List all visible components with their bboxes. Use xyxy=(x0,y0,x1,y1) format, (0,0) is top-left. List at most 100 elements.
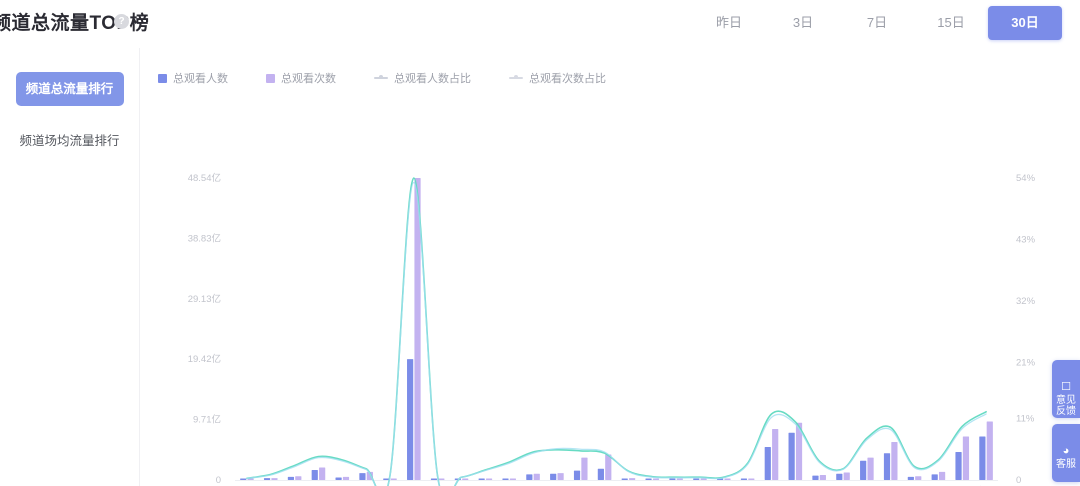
bar-total-views[interactable] xyxy=(509,478,517,481)
legend-item-total-viewers[interactable]: 总观看人数 xyxy=(158,70,228,86)
headset-icon: ◕ xyxy=(1062,445,1070,457)
page-header: 频道总流量TOP榜 ? 昨日 3日 7日 15日 30日 xyxy=(0,0,1080,48)
range-tab-7d[interactable]: 7日 xyxy=(866,15,888,30)
bar-total-viewers[interactable] xyxy=(860,460,867,480)
y-axis-left-tick: 9.71亿 xyxy=(193,414,221,426)
bar-total-viewers[interactable] xyxy=(359,473,366,480)
bar-total-viewers[interactable] xyxy=(478,478,485,481)
bar-total-views[interactable] xyxy=(843,472,850,480)
chart-panel: 总观看人数 总观看次数 总观看人数占比 总观看次数占比 0 9.71亿 19.42亿… xyxy=(140,48,1080,486)
bar-total-viewers[interactable] xyxy=(287,476,295,480)
bar-total-views[interactable] xyxy=(319,467,326,480)
bar-total-viewers[interactable] xyxy=(573,470,581,480)
bar-total-views[interactable] xyxy=(795,422,803,480)
bar-total-viewers[interactable] xyxy=(979,436,986,480)
bar-total-views[interactable] xyxy=(915,476,922,480)
bar-total-views[interactable] xyxy=(962,436,970,480)
bar-total-viewers[interactable] xyxy=(693,478,700,481)
bar-total-views[interactable] xyxy=(748,478,755,481)
bar-total-viewers[interactable] xyxy=(240,478,247,481)
bar-total-viewers[interactable] xyxy=(621,478,628,481)
bar-total-views[interactable] xyxy=(605,454,612,480)
question-mark-circle-icon[interactable]: ? xyxy=(114,14,129,29)
y-axis-right-tick: 0 xyxy=(1016,475,1021,486)
sidebar-item-total-traffic[interactable]: 频道总流量排行 xyxy=(15,72,124,106)
bar-total-views[interactable] xyxy=(557,473,564,480)
y-axis-right-tick: 11% xyxy=(1016,413,1035,424)
bar-total-viewers[interactable] xyxy=(955,452,962,480)
bar-total-viewers[interactable] xyxy=(383,478,390,481)
bar-total-viewers[interactable] xyxy=(526,474,533,480)
legend-square-icon xyxy=(266,73,275,83)
sidebar-item-average-traffic[interactable]: 频道场均流量排行 xyxy=(19,134,120,148)
chart-plot-area[interactable]: 0 9.71亿 19.42亿 29.13亿 38.83亿 48.54亿 0 11% 21% 32%… xyxy=(140,120,1080,486)
bar-total-views[interactable] xyxy=(438,478,445,481)
bar-total-viewers[interactable] xyxy=(883,453,891,480)
support-button[interactable]: ◕ 客服 xyxy=(1052,424,1080,482)
bar-total-views[interactable] xyxy=(700,478,707,481)
bar-total-viewers[interactable] xyxy=(788,432,795,480)
date-range-tabs: 昨日 3日 7日 15日 30日 xyxy=(692,6,1062,40)
legend-item-total-views[interactable]: 总观看次数 xyxy=(266,70,336,86)
chart-legend: 总观看人数 总观看次数 总观看人数占比 总观看次数占比 xyxy=(158,70,606,86)
bar-total-views[interactable] xyxy=(390,478,397,481)
bar-total-views[interactable] xyxy=(271,478,278,480)
y-axis-left-tick: 0 xyxy=(216,475,221,486)
line-total-viewers-pct[interactable] xyxy=(246,177,987,486)
legend-line-icon xyxy=(374,75,388,79)
feedback-button[interactable]: ☐ 意见反馈 xyxy=(1052,360,1080,418)
bar-total-viewers[interactable] xyxy=(263,478,271,480)
legend-square-icon xyxy=(158,73,167,83)
bar-total-views[interactable] xyxy=(819,475,826,480)
bar-total-viewers[interactable] xyxy=(502,478,509,481)
legend-label: 总观看次数占比 xyxy=(529,73,606,85)
bar-total-viewers[interactable] xyxy=(597,468,604,480)
bar-total-viewers[interactable] xyxy=(764,447,771,480)
bar-total-viewers[interactable] xyxy=(931,474,938,480)
bar-total-views[interactable] xyxy=(295,476,302,480)
bar-total-views[interactable] xyxy=(772,428,779,480)
range-tab-yesterday[interactable]: 昨日 xyxy=(715,15,742,30)
bar-total-viewers[interactable] xyxy=(836,473,843,480)
y-axis-right-tick: 43% xyxy=(1016,235,1036,246)
y-axis-left-tick: 38.83亿 xyxy=(188,232,221,244)
range-tab-3d[interactable]: 3日 xyxy=(792,15,814,30)
bar-total-viewers[interactable] xyxy=(335,477,342,480)
legend-label: 总观看人数占比 xyxy=(394,73,471,85)
bar-total-views[interactable] xyxy=(414,178,421,480)
y-axis-right-tick: 32% xyxy=(1016,296,1036,307)
bar-total-viewers[interactable] xyxy=(550,473,557,480)
x-axis-tick-label: 医疗 xyxy=(327,484,344,486)
bar-total-views[interactable] xyxy=(462,478,469,481)
range-tab-30d[interactable]: 30日 xyxy=(988,6,1062,40)
bar-total-views[interactable] xyxy=(342,476,350,480)
bar-total-viewers[interactable] xyxy=(907,476,914,480)
bar-total-viewers[interactable] xyxy=(812,475,819,480)
bar-total-viewers[interactable] xyxy=(669,478,676,481)
bar-total-views[interactable] xyxy=(247,478,254,481)
legend-line-icon xyxy=(509,75,523,79)
bar-total-views[interactable] xyxy=(629,478,636,480)
line-total-views-pct[interactable] xyxy=(246,181,987,486)
chart-svg: 0 9.71亿 19.42亿 29.13亿 38.83亿 48.54亿 0 11% 21% 32%… xyxy=(188,172,1036,486)
bar-total-views[interactable] xyxy=(986,421,993,480)
floating-action-buttons: ☐ 意见反馈 ◕ 客服 xyxy=(1052,360,1080,482)
bar-total-views[interactable] xyxy=(867,457,874,480)
bar-total-views[interactable] xyxy=(485,478,493,481)
bar-total-viewers[interactable] xyxy=(311,470,318,480)
y-axis-right-tick: 21% xyxy=(1016,358,1036,369)
bar-total-views[interactable] xyxy=(533,473,540,480)
legend-item-views-pct[interactable]: 总观看次数占比 xyxy=(509,70,606,86)
bar-total-viewers[interactable] xyxy=(430,478,438,481)
bar-total-viewers[interactable] xyxy=(740,478,748,481)
range-tab-15d[interactable]: 15日 xyxy=(937,15,965,30)
bar-total-views[interactable] xyxy=(676,478,683,481)
bar-total-views[interactable] xyxy=(891,442,898,480)
bar-total-viewers[interactable] xyxy=(645,478,652,481)
bar-total-views[interactable] xyxy=(652,478,660,481)
bar-total-viewers[interactable] xyxy=(407,359,414,480)
legend-item-viewers-pct[interactable]: 总观看人数占比 xyxy=(374,70,471,86)
bar-total-views[interactable] xyxy=(581,457,588,480)
bar-total-views[interactable] xyxy=(938,471,946,480)
bar-total-views[interactable] xyxy=(724,478,731,481)
